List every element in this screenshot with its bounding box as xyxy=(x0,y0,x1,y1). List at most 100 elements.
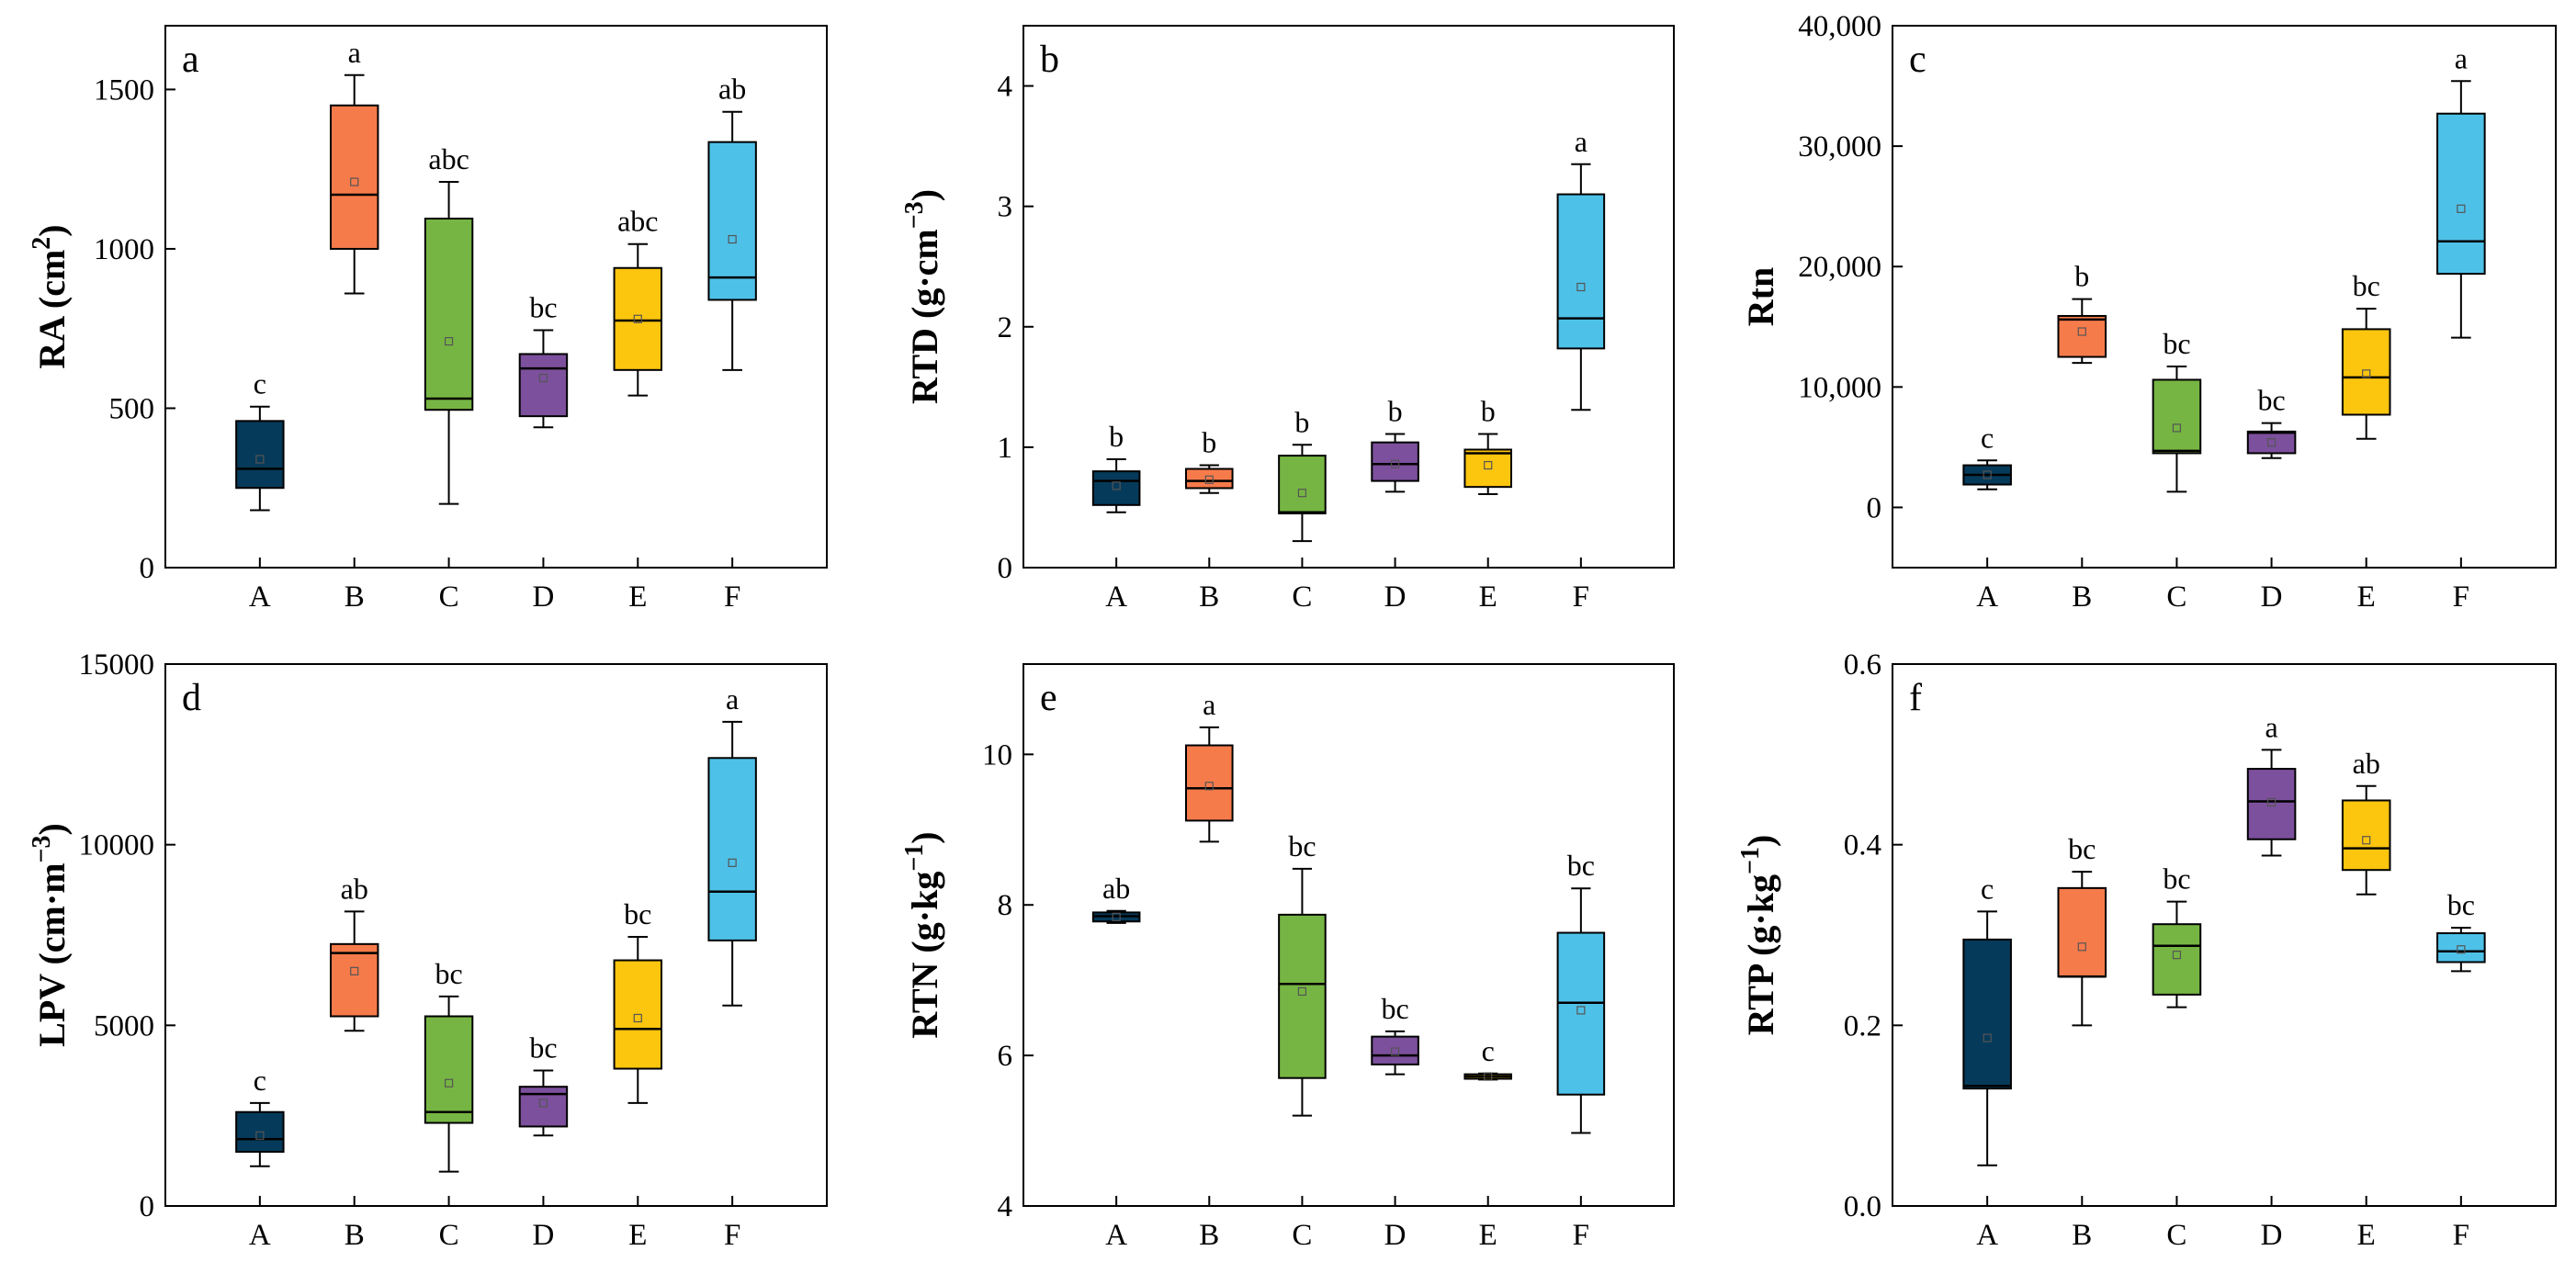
box-C: abc xyxy=(424,142,474,505)
box-B: bc xyxy=(2057,832,2107,1027)
mean-marker xyxy=(1204,782,1214,791)
box-C: b xyxy=(1278,405,1327,543)
plot-frame xyxy=(164,25,828,569)
box-D: a xyxy=(2246,710,2297,857)
y-tick-label: 5000 xyxy=(94,1009,154,1042)
box-body xyxy=(613,266,662,371)
y-axis-label-sup: −1 xyxy=(1736,847,1765,874)
significance-label: ab xyxy=(2353,747,2380,780)
y-tick-label: 10000 xyxy=(79,829,155,862)
significance-label: bc xyxy=(2257,384,2285,417)
y-axis-label: Rtn xyxy=(1740,267,1781,326)
box-F: bc xyxy=(1556,849,1606,1134)
x-tick-label: D xyxy=(1384,580,1407,614)
x-tick-label: E xyxy=(628,580,647,614)
mean-marker xyxy=(1983,470,1992,479)
y-axis-label-tail: ) xyxy=(1740,835,1781,847)
box-body xyxy=(1278,913,1327,1079)
mean-marker xyxy=(444,1078,454,1087)
y-axis-label-main: Rtn xyxy=(1740,267,1781,326)
mean-marker xyxy=(444,336,454,346)
panel-letter: e xyxy=(1040,677,1057,719)
y-axis-label-tail: ) xyxy=(31,823,73,835)
y-axis-label: RTP (g·kg−1) xyxy=(1736,835,1781,1036)
x-tick-label: F xyxy=(724,580,740,614)
box-body xyxy=(518,353,569,418)
mean-marker xyxy=(255,1131,265,1140)
mean-marker xyxy=(1297,986,1307,997)
plot-frame xyxy=(164,663,828,1207)
plot-frame xyxy=(1892,25,2557,569)
x-tick-label: A xyxy=(1105,580,1127,614)
y-tick-label: 0.2 xyxy=(1844,1009,1881,1042)
y-tick-label: 10 xyxy=(982,738,1012,772)
panel-a: 0 500 1000 1500 A B C D E Fa RA (cm2) c a abc bc abc ab xyxy=(28,25,828,614)
box-body xyxy=(2436,112,2486,276)
significance-label: bc xyxy=(2163,327,2190,360)
y-tick-label: 4 xyxy=(998,71,1013,104)
mean-marker xyxy=(255,455,265,464)
mean-marker xyxy=(2172,423,2182,433)
box-body xyxy=(1463,448,1513,489)
box-E: b xyxy=(1463,394,1513,496)
x-tick-label: C xyxy=(1292,1219,1312,1252)
x-tick-label: A xyxy=(249,1219,271,1252)
panel-letter: c xyxy=(1909,39,1926,81)
mean-marker xyxy=(1576,282,1586,292)
x-tick-label: B xyxy=(345,1219,365,1252)
box-D: bc xyxy=(518,290,569,429)
mean-marker xyxy=(1484,460,1493,470)
y-axis-label-sup: −3 xyxy=(28,836,56,863)
significance-label: a xyxy=(726,682,739,716)
significance-label: c xyxy=(254,367,266,400)
y-tick-label: 0 xyxy=(998,552,1013,585)
box-E: ab xyxy=(2341,747,2391,896)
x-tick-label: A xyxy=(1105,1219,1127,1252)
x-tick-label: D xyxy=(1384,1219,1407,1252)
panel-f: 0.0 0.2 0.4 0.6 A B C D E Ff RTP (g·kg−1) c bc bc a ab b… xyxy=(1736,648,2557,1252)
x-tick-label: C xyxy=(2166,1219,2186,1252)
x-tick-label: A xyxy=(1976,1219,1998,1252)
x-tick-label: E xyxy=(1479,1219,1497,1252)
significance-label: abc xyxy=(617,205,658,238)
mean-marker xyxy=(2457,945,2466,954)
y-tick-label: 0.6 xyxy=(1844,648,1881,682)
panel-letter: f xyxy=(1909,677,1922,719)
x-tick-label: E xyxy=(2357,1219,2376,1252)
mean-marker xyxy=(728,234,737,244)
mean-marker xyxy=(728,858,737,867)
x-tick-label: D xyxy=(533,1219,555,1252)
significance-label: ab xyxy=(1102,872,1130,905)
box-B: a xyxy=(330,36,379,295)
mean-marker xyxy=(2266,438,2277,447)
y-axis-label-main: RA (cm xyxy=(31,250,73,369)
x-tick-label: B xyxy=(2072,1219,2092,1252)
panel-c: 0 10,000 20,000 30,000 40,000 A B C D E Fc Rtn c b bc b… xyxy=(1740,10,2557,614)
significance-label: bc xyxy=(2068,832,2096,865)
y-axis-label-sup: −1 xyxy=(900,844,929,872)
significance-label: c xyxy=(254,1064,266,1097)
y-tick-label: 30,000 xyxy=(1798,130,1881,163)
significance-label: bc xyxy=(1381,992,1408,1025)
box-B: a xyxy=(1185,688,1234,843)
x-tick-label: F xyxy=(2453,1219,2469,1252)
x-tick-label: A xyxy=(249,580,271,614)
y-axis-label-main: RTP (g·kg xyxy=(1740,874,1781,1035)
x-tick-label: F xyxy=(1573,1219,1589,1252)
box-body xyxy=(2436,932,2486,963)
box-B: b xyxy=(2057,260,2107,365)
y-axis-label-sup: 2 xyxy=(28,237,56,250)
mean-marker xyxy=(538,373,548,383)
y-tick-label: 0 xyxy=(1867,491,1882,524)
box-body xyxy=(2246,768,2297,840)
box-D: bc xyxy=(2246,384,2297,459)
x-tick-label: F xyxy=(2453,580,2469,614)
box-body xyxy=(330,942,379,1018)
x-tick-label: F xyxy=(1573,580,1589,614)
plot-frame xyxy=(1892,663,2557,1207)
y-axis-label: RTD (g·cm−3) xyxy=(900,189,945,404)
significance-label: bc xyxy=(1567,849,1595,882)
significance-label: b xyxy=(1294,405,1309,438)
mean-marker xyxy=(350,966,359,975)
box-body xyxy=(1371,1035,1419,1065)
